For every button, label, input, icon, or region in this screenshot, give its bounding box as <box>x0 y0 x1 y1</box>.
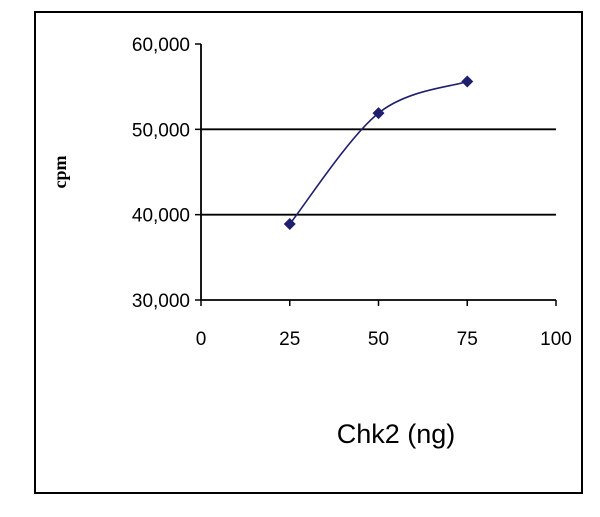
y-tick-label-1: 40,000 <box>132 206 190 227</box>
data-point-1 <box>372 107 385 120</box>
x-tick-label-1: 25 <box>279 329 300 350</box>
data-point-0 <box>283 218 296 231</box>
chart-border <box>34 11 583 494</box>
y-tick-label-0: 30,000 <box>132 291 190 312</box>
x-tick-label-2: 50 <box>368 329 389 350</box>
x-axis-label: Chk2 (ng) <box>337 419 456 449</box>
y-tick-label-3: 60,000 <box>132 35 190 56</box>
y-axis-label: cpm <box>50 156 70 189</box>
x-tick-labels: 0 25 50 75 100 <box>196 300 572 350</box>
x-tick-label-3: 75 <box>457 329 478 350</box>
x-tick-label-0: 0 <box>196 329 207 350</box>
x-tick-label-4: 100 <box>540 329 572 350</box>
data-point-2 <box>461 75 474 88</box>
y-tick-label-2: 50,000 <box>132 120 190 141</box>
y-tick-labels: 30,000 40,000 50,000 60,000 <box>132 35 201 312</box>
gridlines <box>201 128 556 216</box>
series <box>283 75 474 231</box>
